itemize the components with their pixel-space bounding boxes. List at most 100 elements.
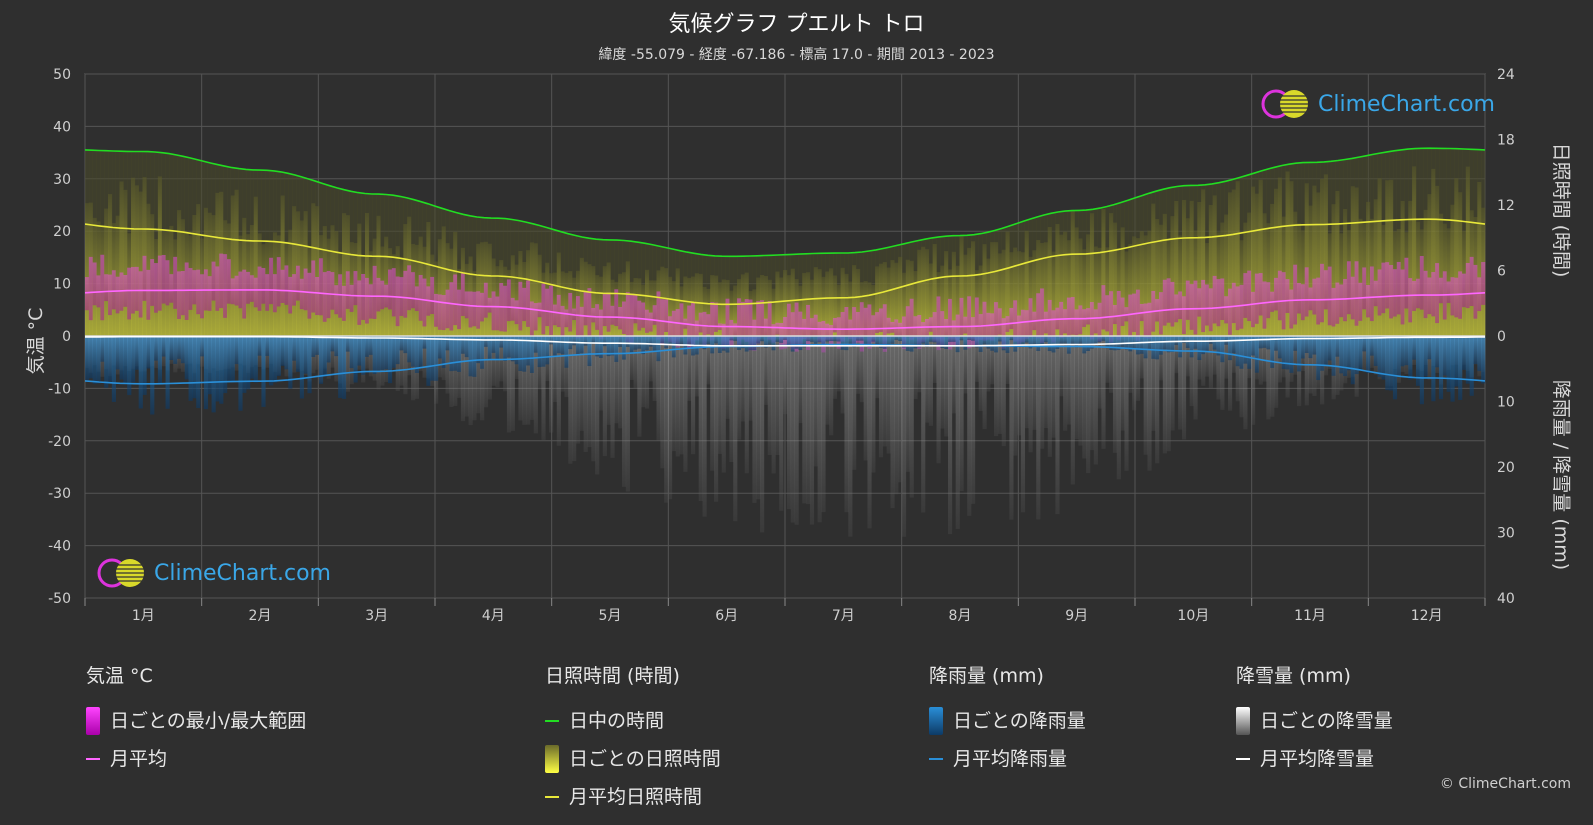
rain-bar	[399, 336, 404, 351]
rain-bar	[1469, 336, 1474, 396]
sunshine-bar	[990, 242, 995, 336]
temp-range-bar	[1477, 277, 1482, 312]
snow-bar	[932, 336, 937, 383]
sunshine-bar	[878, 263, 884, 336]
sunshine-bar	[944, 251, 949, 336]
temp-range-bar	[668, 316, 673, 342]
rain-bar	[1040, 336, 1045, 346]
logo-text: ClimeChart.com	[154, 560, 331, 586]
rain-bar	[921, 336, 926, 344]
temp-range-bar	[1212, 275, 1217, 324]
temp-range-bar	[1450, 277, 1455, 316]
sunshine-bar	[1162, 213, 1167, 336]
snow-bar	[526, 336, 531, 425]
rain-bar	[430, 336, 435, 381]
rain-bar	[944, 336, 949, 350]
temp-range-bar	[146, 269, 151, 320]
temp-range-bar	[1465, 262, 1470, 309]
sunshine-bar	[1412, 166, 1417, 336]
sunshine-bar	[1304, 183, 1309, 336]
temp-range-bar	[303, 268, 308, 311]
temp-range-bar	[637, 300, 642, 331]
sunshine-bar	[1043, 242, 1049, 336]
legend-temp-range-label: 日ごとの最小/最大範囲	[110, 710, 307, 732]
snow-bar	[798, 336, 803, 424]
temp-range-bar	[253, 277, 258, 308]
temp-range-bar	[476, 291, 481, 329]
sunshine-bar	[1101, 208, 1106, 336]
rain-bar	[1097, 336, 1102, 343]
snow-bar	[1335, 336, 1340, 395]
axes: 50 40 30 20 10 0 -10 -20 -30 -40 -50 24 18 12 6 0 10 20 30…	[48, 67, 1515, 624]
rain-bar	[740, 336, 746, 349]
month-label: 2月	[249, 608, 272, 624]
snow-bar	[495, 336, 500, 388]
temp-range-bar	[694, 320, 699, 341]
snow-bar	[1013, 336, 1018, 456]
rain-bar	[1036, 336, 1041, 351]
rain-bar	[341, 336, 347, 399]
snow-bar	[894, 336, 899, 495]
rain-bar	[345, 336, 350, 352]
sunshine-bar	[1254, 193, 1259, 336]
rain-bar	[526, 336, 531, 366]
temp-range-bar	[249, 275, 255, 302]
sunshine-bar	[487, 243, 492, 336]
sunshine-bar	[1274, 188, 1279, 336]
sunshine-bar	[108, 194, 113, 336]
rain-bar	[491, 336, 496, 353]
temp-range-bar	[284, 265, 289, 305]
rain-bar	[142, 336, 147, 395]
sunshine-bar	[1258, 179, 1263, 336]
temp-range-bar	[372, 265, 377, 319]
temp-range-bar	[150, 259, 155, 306]
temp-range-bar	[610, 305, 615, 325]
sunshine-bar	[315, 206, 320, 336]
right-axis-precip-label: 降雨量 / 降雪量 (mm)	[1550, 380, 1572, 570]
snow-bar	[737, 336, 742, 440]
temp-range-bar	[1381, 262, 1386, 314]
temp-range-bar	[909, 298, 914, 340]
sunshine-bar	[683, 276, 688, 336]
temp-range-bar	[1297, 283, 1302, 314]
temp-range-bar	[1331, 287, 1336, 327]
rain-bar	[326, 336, 331, 363]
sunshine-bar	[1155, 219, 1160, 336]
temp-range-bar	[1316, 277, 1321, 325]
rain-bar	[150, 336, 155, 415]
temp-range-bar	[1293, 264, 1298, 325]
temp-range-bar	[971, 317, 976, 347]
rain-bar	[744, 336, 749, 352]
rain-bar	[284, 336, 289, 370]
temp-range-bar	[1304, 267, 1309, 317]
rain-bar	[1001, 336, 1006, 351]
rain-bar	[1343, 336, 1348, 377]
rain-bar	[295, 336, 301, 372]
rain-bar	[1450, 336, 1455, 402]
month-label: 5月	[599, 608, 622, 624]
rain-bar	[365, 336, 370, 357]
rain-bar	[322, 336, 327, 377]
temp-range-bar	[886, 317, 891, 334]
month-label: 11月	[1294, 608, 1326, 624]
temp-range-bar	[104, 274, 109, 302]
temp-range-bar	[698, 312, 703, 333]
rain-bar	[1385, 336, 1390, 391]
sunshine-bar	[1224, 214, 1229, 336]
rain-bar	[648, 336, 653, 347]
sunshine-bar	[698, 273, 703, 336]
temp-range-bar	[645, 309, 650, 333]
legend-temp: 気温 °C 日ごとの最小/最大範囲 月平均	[86, 664, 306, 778]
temp-range-bar	[1120, 297, 1125, 326]
rain-bar	[579, 336, 584, 354]
rain-bar	[1446, 336, 1451, 392]
rain-bar	[1162, 336, 1167, 350]
sunshine-bar	[1036, 239, 1041, 336]
rain-bar	[395, 336, 400, 365]
temp-range-bar	[1385, 262, 1390, 309]
snow-avg-line	[85, 335, 1485, 347]
rain-bar	[457, 336, 462, 372]
rain-bar	[1435, 336, 1440, 368]
rain-bar	[376, 336, 381, 372]
temp-range-bar	[111, 270, 116, 310]
